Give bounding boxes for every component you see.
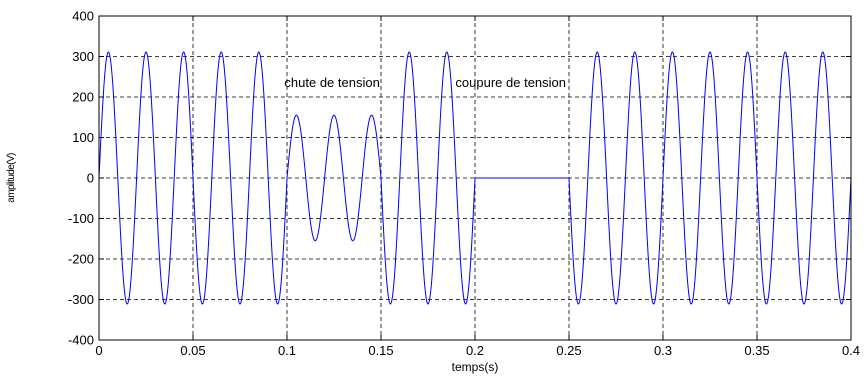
- annotation-label: coupure de tension: [455, 75, 566, 90]
- x-tick-label: 0.2: [466, 343, 484, 358]
- x-tick-label: 0.3: [654, 343, 672, 358]
- x-tick-label: 0: [95, 343, 102, 358]
- y-tick-label: 0: [87, 171, 94, 186]
- y-tick-label: -300: [68, 292, 94, 307]
- series-line: [98, 51, 852, 305]
- y-tick-label: 400: [72, 9, 94, 24]
- y-tick-label: 100: [72, 130, 94, 145]
- y-tick-label: 200: [72, 90, 94, 105]
- x-tick-label: 0.35: [744, 343, 769, 358]
- y-tick-label: -400: [68, 333, 94, 348]
- annotations: chute de tension coupure de tension: [284, 75, 566, 90]
- x-tick-label: 0.25: [556, 343, 581, 358]
- ticks: 0 0.05 0.1 0.15 0.2 0.25 0.3 0.35 0.4 -400 -300 -20…: [68, 9, 860, 359]
- series-group: [98, 51, 852, 305]
- x-tick-label: 0.4: [842, 343, 860, 358]
- y-axis-label: amplitude(V): [6, 153, 17, 203]
- y-tick-label: -100: [68, 211, 94, 226]
- x-tick-label: 0.15: [368, 343, 393, 358]
- x-tick-label: 0.1: [278, 343, 296, 358]
- y-tick-label: 300: [72, 49, 94, 64]
- annotation-label: chute de tension: [284, 75, 379, 90]
- x-tick-label: 0.05: [180, 343, 205, 358]
- x-axis-label: temps(s): [452, 360, 499, 374]
- y-tick-label: -200: [68, 252, 94, 267]
